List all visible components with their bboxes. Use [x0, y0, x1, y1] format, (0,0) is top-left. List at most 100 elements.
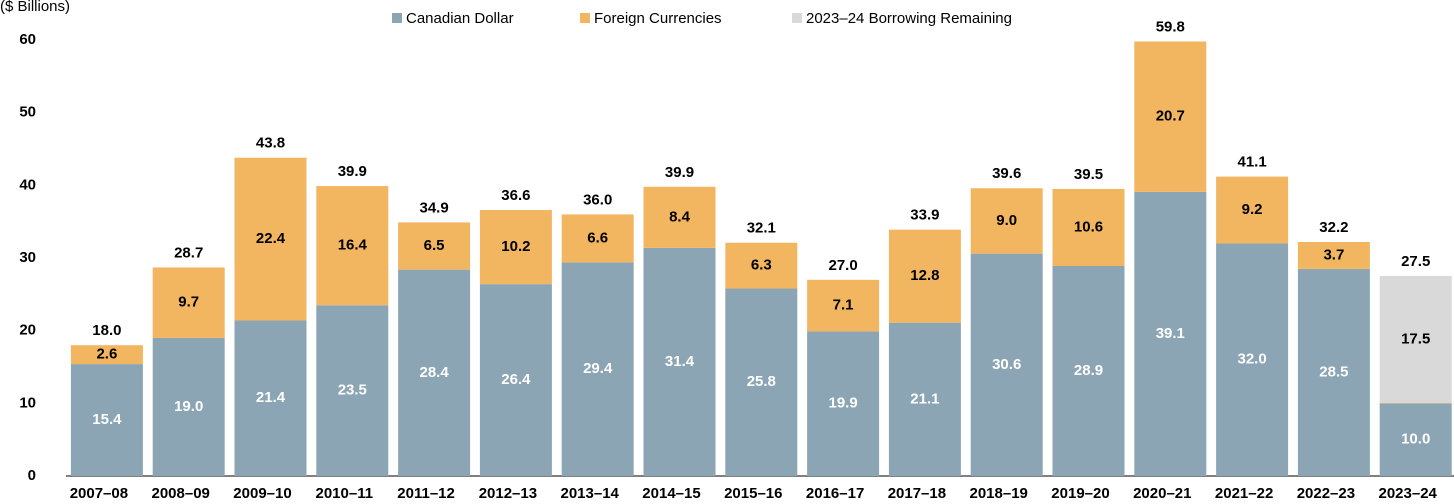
- value-label: 12.8: [910, 267, 939, 284]
- x-tick-label: 2019–20: [1051, 485, 1109, 502]
- x-tick-label: 2011–12: [397, 485, 455, 502]
- total-label: 39.5: [1074, 166, 1103, 183]
- bar-segment: [1379, 403, 1452, 476]
- total-label: 36.0: [583, 191, 612, 208]
- value-label: 6.6: [587, 229, 608, 246]
- bar-segment: [1052, 265, 1125, 476]
- total-label: 39.6: [992, 165, 1021, 182]
- y-tick-label: 40: [19, 176, 36, 193]
- value-label: 6.3: [751, 257, 772, 274]
- bar-segment: [807, 331, 880, 476]
- x-tick-label: 2010–11: [316, 485, 374, 502]
- total-label: 59.8: [1156, 18, 1185, 35]
- x-tick-label: 2008–09: [151, 485, 209, 502]
- x-tick-label: 2016–17: [806, 485, 864, 502]
- legend-swatch: [580, 13, 590, 23]
- bar-segment: [807, 279, 880, 332]
- total-label: 33.9: [910, 207, 939, 224]
- legend-label: Canadian Dollar: [406, 10, 514, 27]
- bar-segment: [725, 242, 798, 289]
- legend-swatch: [792, 13, 802, 23]
- total-label: 36.6: [501, 187, 530, 204]
- total-label: 39.9: [338, 163, 367, 180]
- bar-segment: [970, 253, 1043, 476]
- legend-label: 2023–24 Borrowing Remaining: [806, 10, 1012, 27]
- y-tick-label: 0: [28, 467, 36, 484]
- total-label: 27.5: [1401, 253, 1430, 270]
- total-label: 34.9: [419, 199, 448, 216]
- value-label: 25.8: [747, 373, 776, 390]
- bar-segment: [1379, 275, 1452, 404]
- x-tick-label: 2017–18: [888, 485, 946, 502]
- value-label: 8.4: [669, 208, 691, 225]
- value-label: 9.7: [178, 294, 199, 311]
- value-label: 3.7: [1323, 246, 1344, 263]
- value-label: 16.4: [338, 237, 368, 254]
- bar-segment: [398, 269, 471, 476]
- bar-segment: [70, 345, 143, 365]
- bar-segment: [70, 364, 143, 476]
- bar-segment: [234, 320, 307, 476]
- bar-segment: [1052, 188, 1125, 266]
- x-tick-label: 2009–10: [233, 485, 291, 502]
- total-label: 18.0: [92, 322, 121, 339]
- value-label: 31.4: [665, 353, 695, 370]
- x-tick-label: 2020–21: [1133, 485, 1191, 502]
- bar-segment: [479, 210, 552, 285]
- value-label: 28.4: [419, 364, 449, 381]
- value-label: 28.9: [1074, 362, 1103, 379]
- x-tick-label: 2012–13: [479, 485, 537, 502]
- bar-segment: [1297, 242, 1370, 269]
- bar-segment: [725, 288, 798, 476]
- x-tick-label: 2018–19: [969, 485, 1027, 502]
- value-label: 32.0: [1237, 351, 1266, 368]
- value-label: 22.4: [256, 230, 286, 247]
- value-label: 29.4: [583, 360, 613, 377]
- y-tick-label: 50: [19, 104, 36, 121]
- value-label: 9.2: [1242, 201, 1263, 218]
- y-tick-label: 20: [19, 322, 36, 339]
- bar-segment: [152, 337, 225, 476]
- value-label: 7.1: [833, 297, 854, 314]
- value-label: 15.4: [92, 411, 122, 428]
- value-label: 10.2: [501, 238, 530, 255]
- x-tick-label: 2021–22: [1215, 485, 1273, 502]
- x-tick-label: 2007–08: [70, 485, 128, 502]
- bar-segment: [316, 305, 389, 476]
- value-label: 26.4: [501, 371, 531, 388]
- total-label: 41.1: [1237, 154, 1266, 171]
- axis-label: ($ Billions): [0, 0, 70, 15]
- x-tick-label: 2023–24: [1378, 485, 1437, 502]
- value-label: 2.6: [96, 346, 117, 363]
- total-label: 43.8: [256, 135, 285, 152]
- bar-segment: [1216, 243, 1289, 476]
- bar-segment: [561, 214, 634, 263]
- bar-segment: [970, 188, 1043, 254]
- value-label: 30.6: [992, 356, 1021, 373]
- x-tick-label: 2015–16: [724, 485, 782, 502]
- bar-segment: [643, 186, 716, 248]
- x-tick-label: 2014–15: [642, 485, 700, 502]
- bar-segment: [643, 247, 716, 476]
- value-label: 6.5: [424, 237, 445, 254]
- value-label: 21.4: [256, 389, 286, 406]
- value-label: 9.0: [996, 212, 1017, 229]
- bar-segment: [1134, 191, 1207, 476]
- bar-segment: [1297, 268, 1370, 476]
- value-label: 19.0: [174, 398, 203, 415]
- bar-segment: [234, 157, 307, 321]
- bar-segment: [888, 322, 961, 476]
- value-label: 39.1: [1156, 325, 1185, 342]
- y-tick-label: 30: [19, 249, 36, 266]
- legend-swatch: [392, 13, 402, 23]
- bar-segment: [1216, 176, 1289, 244]
- y-tick-label: 60: [19, 31, 36, 48]
- bar-segment: [398, 222, 471, 270]
- bar-segment: [316, 186, 389, 306]
- value-label: 10.0: [1401, 431, 1430, 448]
- bar-segment: [152, 267, 225, 338]
- x-tick-label: 2022–23: [1297, 485, 1355, 502]
- bar-segment: [1134, 41, 1207, 192]
- total-label: 27.0: [828, 257, 857, 274]
